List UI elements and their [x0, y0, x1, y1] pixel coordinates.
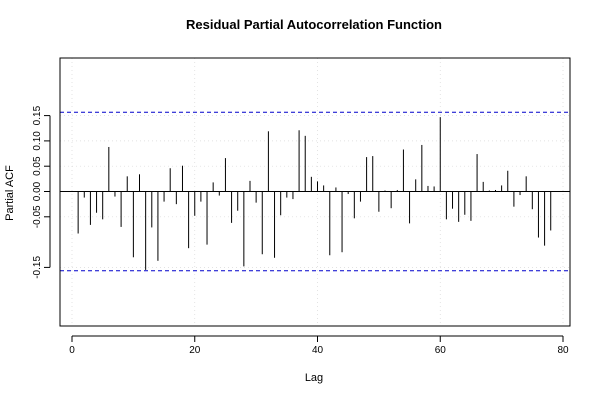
y-axis: -0.15 -0.05 0.00 0.05 0.10 0.15	[32, 105, 51, 279]
y-tick-label: 0.05	[32, 156, 43, 176]
y-tick-label: 0.15	[32, 105, 43, 125]
x-axis: 0 20 40 60 80	[69, 335, 569, 356]
x-axis-label: Lag	[305, 372, 323, 384]
chart-title: Residual Partial Autocorrelation Functio…	[186, 17, 442, 32]
y-tick-label: 0.00	[32, 181, 43, 201]
confidence-bounds	[60, 111, 570, 272]
x-tick-label: 40	[312, 345, 324, 356]
x-tick-label: 20	[189, 345, 201, 356]
y-tick-label: -0.05	[32, 205, 43, 228]
x-tick-label: 0	[69, 345, 75, 356]
y-axis-label: Partial ACF	[4, 165, 16, 221]
plot-frame	[59, 57, 571, 327]
y-tick-label: 0.10	[32, 131, 43, 151]
y-tick-label: -0.15	[32, 256, 43, 279]
x-tick-label: 60	[435, 345, 447, 356]
pacf-bars	[77, 117, 552, 270]
x-tick-label: 80	[557, 345, 569, 356]
